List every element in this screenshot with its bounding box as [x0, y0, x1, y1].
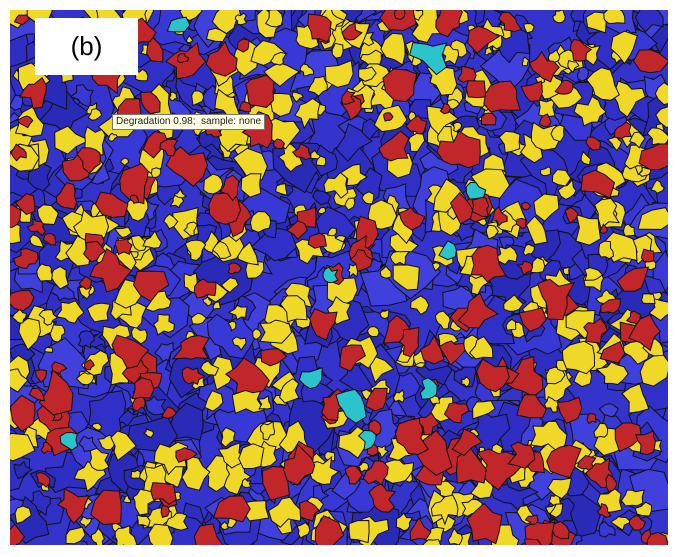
- segment: [642, 294, 656, 304]
- segment: [332, 43, 343, 58]
- segment: [240, 102, 251, 112]
- segment: [349, 521, 369, 543]
- segment: [151, 168, 160, 178]
- segment: [368, 327, 380, 337]
- classification-map: [10, 10, 668, 545]
- segment: [604, 10, 625, 23]
- segment: [131, 470, 141, 478]
- segment: [587, 414, 596, 424]
- segment: [238, 39, 249, 52]
- segment: [576, 215, 601, 245]
- screenshot: (b) Degradation 0.98; sample: none: [0, 0, 678, 557]
- segment: [482, 113, 497, 125]
- segment: [563, 267, 569, 275]
- segment: [246, 75, 274, 107]
- segment: [161, 505, 169, 517]
- segment: [45, 347, 53, 352]
- segment: [466, 80, 486, 98]
- segment: [37, 264, 53, 281]
- tooltip: Degradation 0.98; sample: none: [112, 114, 265, 130]
- panel-label: (b): [35, 18, 138, 75]
- segment: [641, 249, 653, 262]
- segment: [394, 10, 405, 20]
